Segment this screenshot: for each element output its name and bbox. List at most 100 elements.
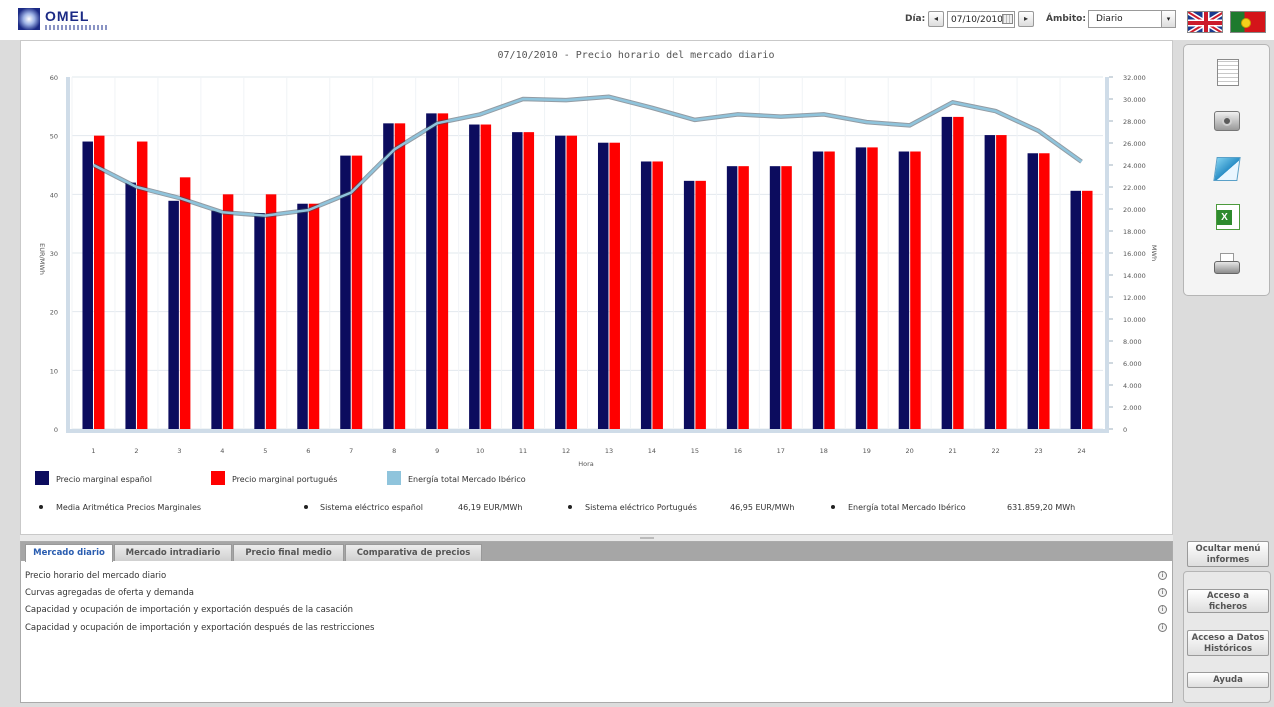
bar-portuguese [222,194,234,429]
summary-row: Media Aritmética Precios Marginales Sist… [39,502,1075,512]
tab-comparativa-precios[interactable]: Comparativa de precios [345,544,482,561]
summary-label-energy: Energía total Mercado Ibérico [848,502,966,512]
top-bar: OMEL Día: ◂ 07/10/2010 ▸ Ámbito: Diario … [0,0,1274,40]
y2-tick-label: 8.000 [1123,338,1142,346]
info-icon[interactable]: i [1158,605,1167,614]
chart-panel: 07/10/2010 - Precio horario del mercado … [20,40,1173,535]
hide-menu-button[interactable]: Ocultar menú informes [1187,541,1269,567]
excel-x-icon: X [1217,210,1232,225]
bar-portuguese [738,166,749,429]
y-tick-label: 20 [50,309,58,317]
report-label[interactable]: Capacidad y ocupación de importación y e… [25,623,375,633]
summary-label-portuguese: Sistema eléctrico Portugués [585,502,697,512]
bar-spanish [984,135,996,429]
notepad-icon[interactable] [1211,155,1243,185]
uk-flag-icon[interactable] [1187,11,1223,33]
x-tick-label: 18 [820,447,828,455]
y-tick-label: 40 [50,191,58,199]
x-tick-label: 22 [991,447,999,455]
y2-tick-label: 24.000 [1123,162,1146,170]
x-tick-label: 21 [949,447,957,455]
files-access-button[interactable]: Acceso a ficheros [1187,589,1269,613]
x-tick-label: 13 [605,447,613,455]
report-row-precio-horario[interactable]: Precio horario del mercado diario i [25,571,1167,585]
bar-spanish [82,141,93,429]
x-tick-label: 5 [263,447,267,455]
printer-body-icon [1214,261,1240,274]
printer-icon[interactable] [1211,251,1243,281]
notepad-icon-shape [1213,157,1241,181]
excel-icon[interactable]: X [1211,203,1243,233]
info-icon[interactable]: i [1158,571,1167,580]
bar-spanish [640,161,652,429]
bar-spanish [898,151,910,430]
calendar-icon[interactable] [1002,14,1013,24]
x-tick-label: 7 [349,447,353,455]
portugal-flag-icon[interactable] [1230,11,1266,33]
y2-tick-label: 22.000 [1123,184,1146,192]
tab-precio-final-medio[interactable]: Precio final medio [233,544,344,561]
y-tick-label: 10 [50,367,58,375]
report-label[interactable]: Precio horario del mercado diario [25,571,167,581]
omel-logo-mark-icon [18,8,40,30]
tools-panel: X [1183,44,1270,296]
x-tick-label: 10 [476,447,484,455]
tab-mercado-intradiario[interactable]: Mercado intradiario [114,544,232,561]
bar-portuguese [394,123,406,429]
legend-swatch-energy [387,471,401,485]
y2-tick-label: 4.000 [1123,382,1142,390]
previous-day-button[interactable]: ◂ [928,11,944,27]
summary-value-energy: 631.859,20 MWh [1007,503,1075,512]
x-tick-label: 11 [519,447,527,455]
bar-portuguese [136,141,148,429]
camera-icon[interactable] [1211,107,1243,137]
bar-portuguese [996,135,1007,429]
scope-selected-value: Diario [1096,14,1123,24]
price-chart: 07/10/2010 - Precio horario del mercado … [35,50,1158,512]
y2-axis-label: MWh [1150,245,1158,261]
report-row-curvas-agregadas[interactable]: Curvas agregadas de oferta y demanda i [25,588,1167,602]
bar-spanish [168,200,179,429]
bar-spanish [855,147,867,429]
x-tick-label: 3 [177,447,181,455]
bullet-icon [831,505,835,509]
table-icon[interactable] [1211,59,1243,89]
scope-select[interactable]: Diario ▾ [1088,10,1176,28]
report-label[interactable]: Capacidad y ocupación de importación y e… [25,605,354,615]
x-tick-label: 14 [648,447,656,455]
splitter-grip-icon[interactable] [640,537,654,539]
bar-portuguese [265,194,277,429]
bar-portuguese [1039,153,1050,429]
energy-line [92,95,1083,217]
info-icon[interactable]: i [1158,623,1167,632]
bar-spanish [812,151,824,430]
bar-portuguese [179,177,191,429]
bar-spanish [769,166,781,429]
logo-text: OMEL [45,8,90,24]
summary-value-portuguese: 46,95 EUR/MWh [730,503,795,512]
panel-splitter[interactable] [20,535,1173,541]
chevron-down-icon[interactable]: ▾ [1161,11,1175,27]
y2-tick-label: 26.000 [1123,140,1146,148]
camera-icon-lens [1222,116,1232,126]
report-row-capacidad-restricciones[interactable]: Capacidad y ocupación de importación y e… [25,623,1167,637]
tab-mercado-diario[interactable]: Mercado diario [25,544,113,562]
y2-tick-label: 16.000 [1123,250,1146,258]
y-tick-label: 0 [54,426,58,434]
date-input[interactable]: 07/10/2010 [947,11,1015,28]
x-axis-rail [66,429,1109,433]
x-tick-label: 2 [134,447,138,455]
help-button[interactable]: Ayuda [1187,672,1269,688]
historic-data-button[interactable]: Acceso a Datos Históricos [1187,630,1269,656]
info-icon[interactable]: i [1158,588,1167,597]
bar-spanish [211,210,222,429]
x-tick-label: 17 [777,447,785,455]
y2-axis-rail [1105,77,1109,429]
report-label[interactable]: Curvas agregadas de oferta y demanda [25,588,194,598]
report-row-capacidad-casacion[interactable]: Capacidad y ocupación de importación y e… [25,605,1167,619]
next-day-button[interactable]: ▸ [1018,11,1034,27]
bar-spanish [726,166,738,429]
x-tick-label: 6 [306,447,310,455]
legend-label-portuguese: Precio marginal portugués [232,474,337,484]
x-tick-label: 23 [1034,447,1042,455]
